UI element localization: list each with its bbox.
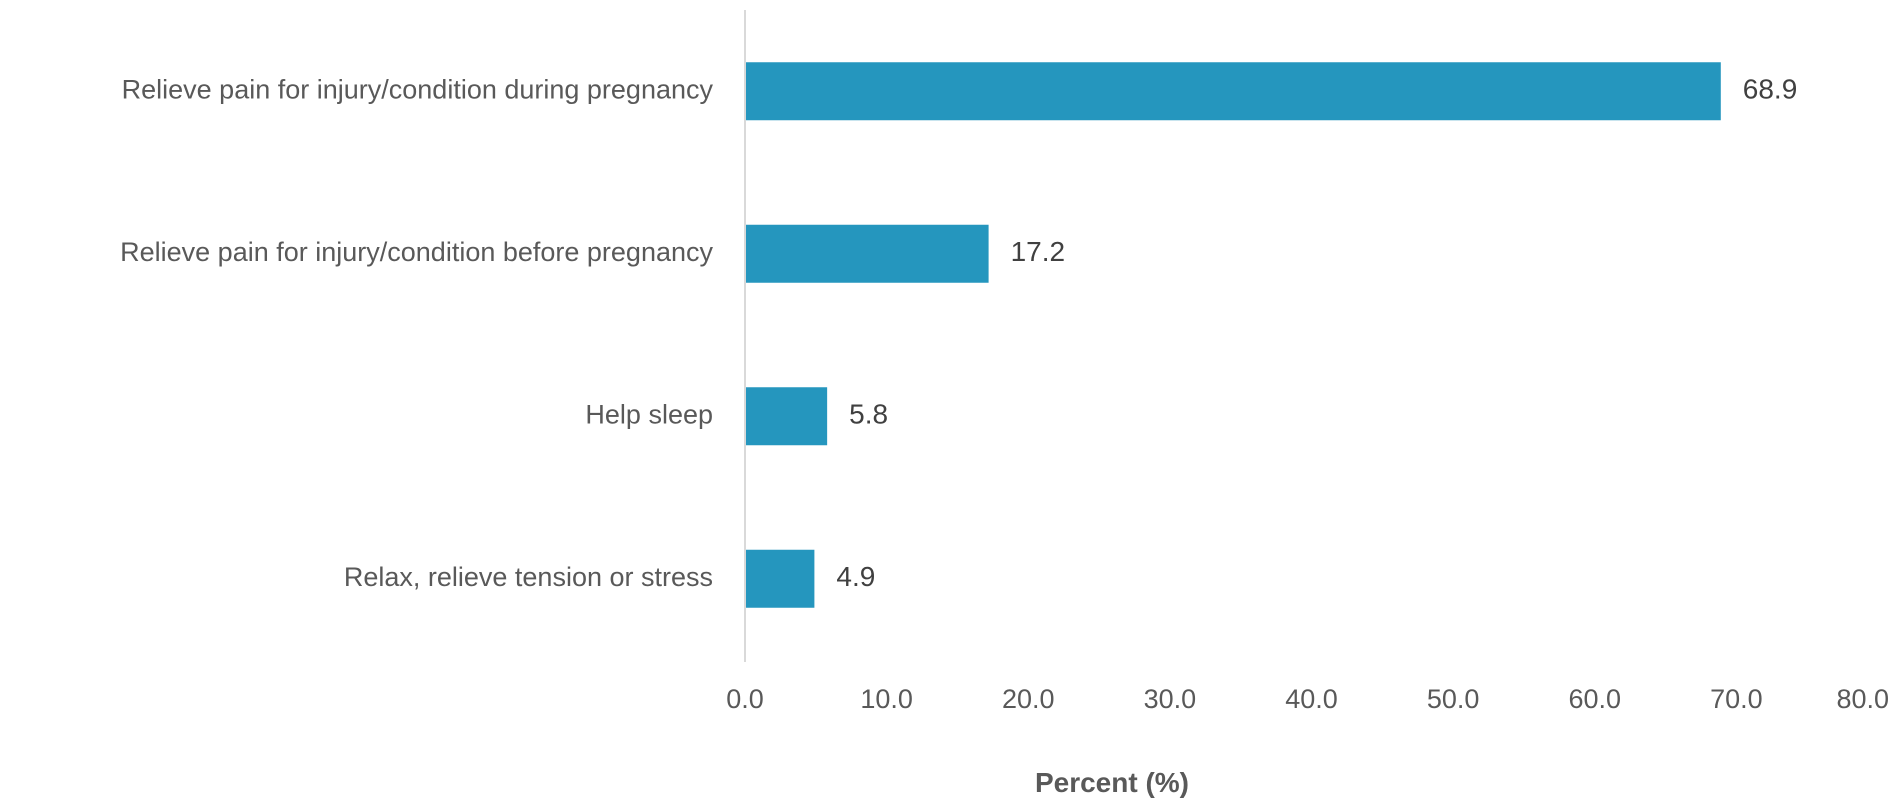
x-tick-label: 40.0 <box>1285 684 1338 714</box>
x-tick-label: 20.0 <box>1002 684 1055 714</box>
x-tick-label: 80.0 <box>1836 684 1889 714</box>
x-tick-label: 10.0 <box>860 684 913 714</box>
x-tick-label: 30.0 <box>1144 684 1197 714</box>
data-label: 17.2 <box>1011 236 1066 267</box>
category-label: Relax, relieve tension or stress <box>344 562 713 592</box>
category-label: Relieve pain for injury/condition during… <box>122 74 714 104</box>
category-label: Help sleep <box>585 399 713 429</box>
bar <box>745 62 1721 121</box>
category-label: Relieve pain for injury/condition before… <box>120 237 713 267</box>
x-tick-label: 50.0 <box>1427 684 1480 714</box>
bar <box>745 549 815 608</box>
x-tick-label: 70.0 <box>1710 684 1763 714</box>
labels-layer: 68.9 Relieve pain for injury/condition du… <box>120 74 1797 593</box>
x-axis-title: Percent (%) <box>1035 767 1189 798</box>
tick-labels-layer: 0.0 10.0 20.0 30.0 40.0 50.0 60.0 70.0 80.0 <box>726 684 1889 714</box>
data-label: 4.9 <box>836 561 875 592</box>
bars-layer <box>745 62 1721 608</box>
data-label: 5.8 <box>849 399 888 430</box>
bar <box>745 387 828 446</box>
x-tick-label: 0.0 <box>726 684 764 714</box>
data-label: 68.9 <box>1743 74 1798 105</box>
bar <box>745 224 989 283</box>
x-tick-label: 60.0 <box>1568 684 1621 714</box>
